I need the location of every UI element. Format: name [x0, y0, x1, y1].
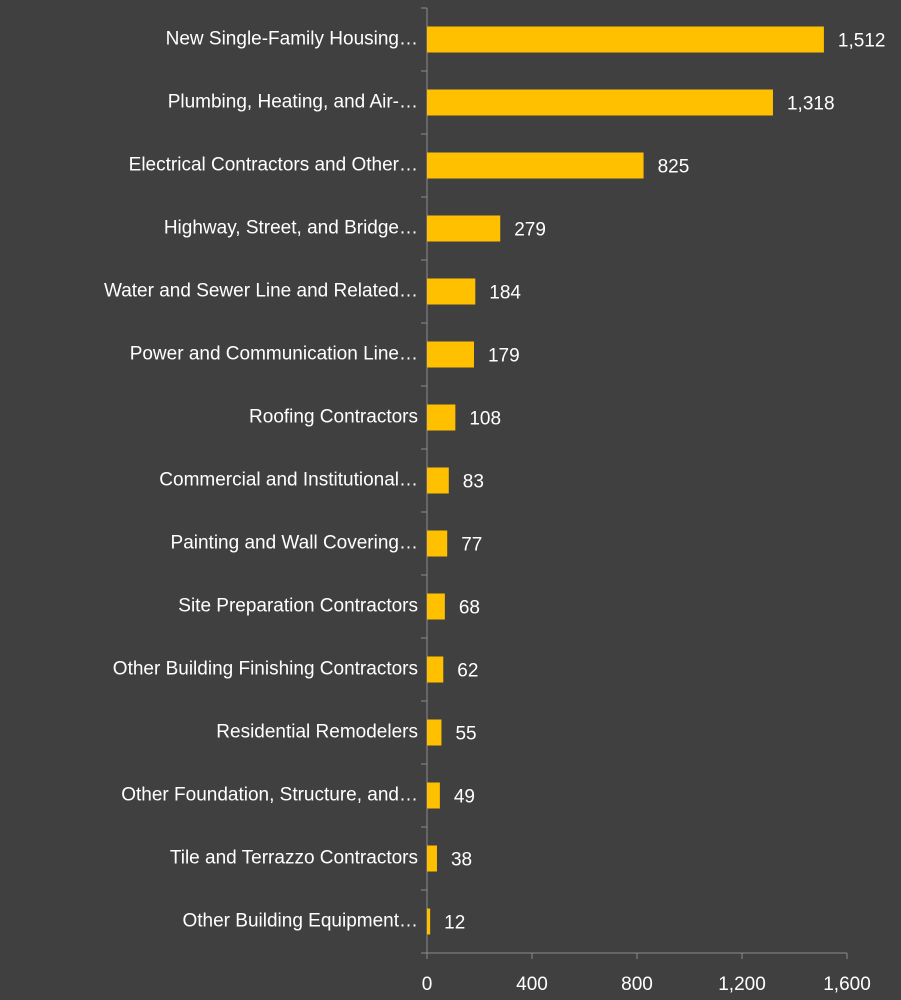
value-label: 1,318	[787, 94, 835, 115]
bar	[427, 215, 501, 242]
y-tick-label: Painting and Wall Covering…	[171, 533, 418, 554]
x-tick-label: 400	[516, 974, 548, 995]
value-label: 12	[444, 913, 465, 934]
y-tick-label: Site Preparation Contractors	[178, 596, 418, 617]
value-label: 184	[489, 283, 521, 304]
y-tick-label: Water and Sewer Line and Related…	[104, 281, 418, 302]
y-tick-label: Other Building Finishing Contractors	[113, 659, 418, 680]
x-tick-label: 1,600	[823, 974, 871, 995]
value-label: 55	[455, 724, 476, 745]
bar	[427, 593, 445, 620]
bar	[427, 656, 444, 683]
y-tick-label: Commercial and Institutional…	[159, 470, 418, 491]
value-label: 279	[514, 220, 546, 241]
x-tick-label: 0	[422, 974, 433, 995]
y-tick-label: Residential Remodelers	[216, 722, 418, 743]
value-label: 49	[454, 787, 475, 808]
x-tick-label: 1,200	[718, 974, 766, 995]
x-tick-label: 800	[621, 974, 653, 995]
y-tick-label: Power and Communication Line…	[130, 344, 418, 365]
y-tick-label: Electrical Contractors and Other…	[129, 155, 418, 176]
bar	[427, 467, 449, 494]
y-tick-label: Highway, Street, and Bridge…	[164, 218, 418, 239]
value-label: 62	[457, 661, 478, 682]
value-label: 1,512	[838, 31, 886, 52]
bar	[427, 845, 437, 872]
y-tick-label: Other Building Equipment…	[182, 911, 418, 932]
bar	[427, 782, 440, 809]
value-label: 77	[461, 535, 482, 556]
value-label: 38	[451, 850, 472, 871]
y-tick-label: Tile and Terrazzo Contractors	[170, 848, 418, 869]
bar	[427, 278, 476, 305]
bar	[427, 152, 644, 179]
bar	[427, 908, 431, 935]
value-label: 68	[459, 598, 480, 619]
value-label: 108	[469, 409, 501, 430]
bar	[427, 404, 456, 431]
bar	[427, 719, 442, 746]
y-tick-label: Plumbing, Heating, and Air-…	[168, 92, 418, 113]
y-tick-label: New Single-Family Housing…	[166, 29, 418, 50]
y-tick-label: Roofing Contractors	[249, 407, 418, 428]
value-label: 83	[463, 472, 484, 493]
bar	[427, 530, 448, 557]
bar	[427, 26, 824, 53]
bar	[427, 341, 474, 368]
bar	[427, 89, 773, 116]
value-label: 179	[488, 346, 520, 367]
value-label: 825	[658, 157, 690, 178]
y-tick-label: Other Foundation, Structure, and…	[121, 785, 418, 806]
